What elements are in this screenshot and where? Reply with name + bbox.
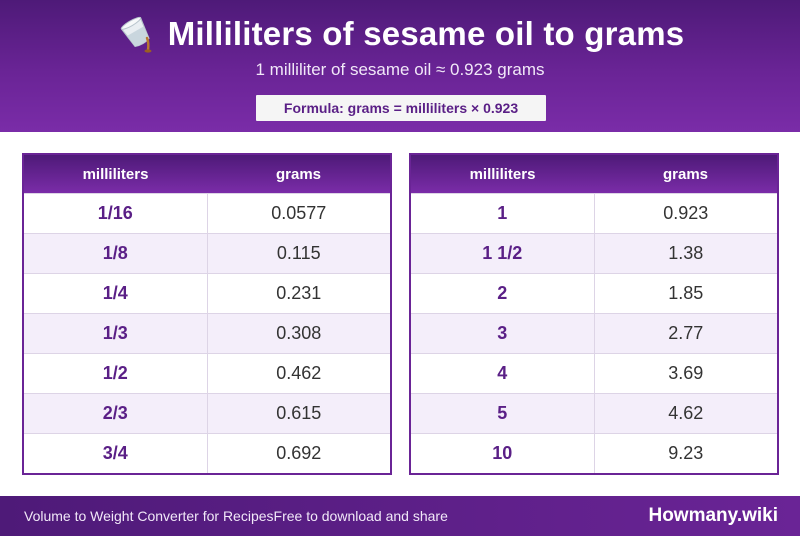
table-row: 1/8 0.115 <box>24 233 390 274</box>
table-row: 1/4 0.231 <box>24 273 390 314</box>
milliliters-cell: 2/3 <box>24 393 208 434</box>
milliliters-cell: 4 <box>411 353 595 394</box>
table-row: 2 1.85 <box>411 273 777 314</box>
page-subtitle: 1 milliliter of sesame oil ≈ 0.923 grams <box>255 60 545 79</box>
footer-bar: Volume to Weight Converter for RecipesFr… <box>0 496 800 536</box>
milliliters-cell: 5 <box>411 393 595 434</box>
conversion-table-right: milliliters grams 1 0.923 1 1/2 1.38 2 1.85… <box>409 153 779 475</box>
milliliters-cell: 1 1/2 <box>411 233 595 274</box>
milliliters-cell: 1/2 <box>24 353 208 394</box>
milliliters-cell: 1/4 <box>24 273 208 314</box>
milliliters-cell: 1 <box>411 193 595 234</box>
table-row: 3/4 0.692 <box>24 433 390 473</box>
table-row: 1 1/2 1.38 <box>411 233 777 274</box>
grams-cell: 2.77 <box>594 313 777 354</box>
footer-converter-text: Volume to Weight Converter for Recipes <box>24 508 274 524</box>
column-header-grams: grams <box>594 155 777 194</box>
milliliters-cell: 1/3 <box>24 313 208 354</box>
grams-cell: 9.23 <box>594 433 777 473</box>
grams-cell: 3.69 <box>594 353 777 394</box>
milliliters-cell: 3 <box>411 313 595 354</box>
column-header-milliliters: milliliters <box>411 155 594 194</box>
milliliters-cell: 3/4 <box>24 433 208 473</box>
milliliters-cell: 10 <box>411 433 595 473</box>
table-row: 1/16 0.0577 <box>24 193 390 234</box>
column-header-milliliters: milliliters <box>24 155 207 194</box>
table-row: 10 9.23 <box>411 433 777 473</box>
grams-cell: 0.115 <box>207 233 390 274</box>
table-row: 1/2 0.462 <box>24 353 390 394</box>
table-row: 2/3 0.615 <box>24 393 390 434</box>
table-row: 1 0.923 <box>411 193 777 234</box>
grams-cell: 0.692 <box>207 433 390 473</box>
milliliters-cell: 1/8 <box>24 233 208 274</box>
page-title: Milliliters of sesame oil to grams <box>167 15 685 52</box>
header-banner: Milliliters of sesame oil to grams 1 mil… <box>0 0 800 132</box>
table-row: 1/3 0.308 <box>24 313 390 354</box>
grams-cell: 0.923 <box>594 193 777 234</box>
table-header-row: milliliters grams <box>24 155 390 194</box>
grams-cell: 0.308 <box>207 313 390 354</box>
footer-share-text: Free to download and share <box>273 508 448 524</box>
table-row: 3 2.77 <box>411 313 777 354</box>
grams-cell: 1.85 <box>594 273 777 314</box>
table-row: 4 3.69 <box>411 353 777 394</box>
grams-cell: 1.38 <box>594 233 777 274</box>
grams-cell: 4.62 <box>594 393 777 434</box>
milliliters-cell: 1/16 <box>24 193 208 234</box>
formula-badge: Formula: grams = milliliters × 0.923 <box>256 95 546 121</box>
title-row: Milliliters of sesame oil to grams <box>0 14 800 54</box>
table-row: 5 4.62 <box>411 393 777 434</box>
milliliters-cell: 2 <box>411 273 595 314</box>
grams-cell: 0.615 <box>207 393 390 434</box>
oil-cup-pouring-icon <box>120 16 152 53</box>
conversion-table-left: milliliters grams 1/16 0.0577 1/8 0.115 1/… <box>22 153 392 475</box>
grams-cell: 0.462 <box>207 353 390 394</box>
table-header-row: milliliters grams <box>411 155 777 194</box>
brand-logo-text: Howmany.wiki <box>648 505 778 526</box>
grams-cell: 0.0577 <box>207 193 390 234</box>
grams-cell: 0.231 <box>207 273 390 314</box>
footer-tagline: Volume to Weight Converter for RecipesFr… <box>24 508 448 524</box>
column-header-grams: grams <box>207 155 390 194</box>
